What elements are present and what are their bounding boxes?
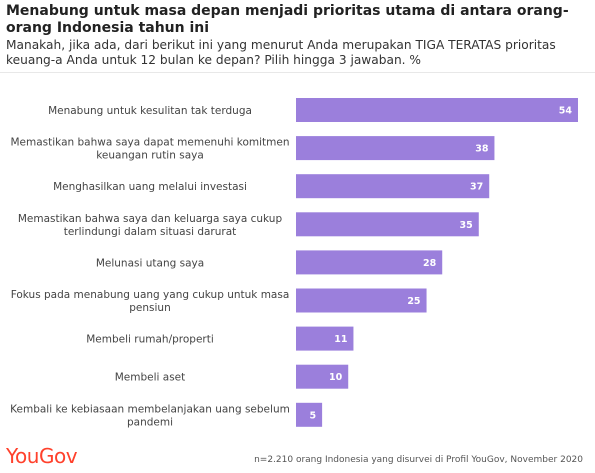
value-label-7: 11 (334, 334, 347, 345)
category-label-3: Menghasilkan uang melalui investasi (53, 181, 247, 193)
bar-4 (296, 212, 479, 237)
category-label-2: Memastikan bahwa saya dapat memenuhi kom… (11, 137, 290, 162)
category-label-7: Membeli rumah/properti (86, 334, 214, 346)
chart-subtitle: Manakah, jika ada, dari berikut ini yang… (6, 38, 556, 67)
header-divider (0, 72, 595, 73)
sample-footnote: n=2.210 orang Indonesia yang disurvei di… (254, 455, 583, 465)
yougov-logo: YouGov (6, 444, 78, 468)
category-label-6: Fokus pada menabung uang yang cukup untu… (11, 289, 290, 314)
value-label-6: 25 (407, 296, 420, 307)
category-label-1: Menabung untuk kesulitan tak terduga (48, 105, 252, 117)
bar-7 (296, 326, 354, 351)
bar-8 (296, 364, 349, 389)
chart-title: Menabung untuk masa depan menjadi priori… (6, 3, 569, 36)
category-label-4: Memastikan bahwa saya dan keluarga saya … (18, 213, 283, 238)
value-label-9: 5 (309, 410, 316, 421)
bar-1 (296, 98, 578, 122)
category-label-9: Kembali ke kebiasaan membelanjakan uang … (10, 403, 290, 428)
bar-5 (296, 250, 443, 275)
category-label-8: Membeli aset (115, 372, 186, 384)
bar-chart: 54 Menabung untuk kesulitan tak terduga 38… (10, 98, 578, 428)
bar-2 (296, 136, 495, 161)
value-label-4: 35 (460, 220, 473, 231)
value-label-3: 37 (470, 182, 483, 193)
value-label-2: 38 (475, 144, 489, 155)
value-label-8: 10 (329, 372, 343, 383)
value-label-1: 54 (559, 106, 573, 117)
bar-9 (296, 402, 323, 427)
bar-3 (296, 174, 490, 199)
value-label-5: 28 (423, 258, 437, 269)
bar-6 (296, 288, 427, 313)
category-label-5: Melunasi utang saya (96, 257, 204, 269)
